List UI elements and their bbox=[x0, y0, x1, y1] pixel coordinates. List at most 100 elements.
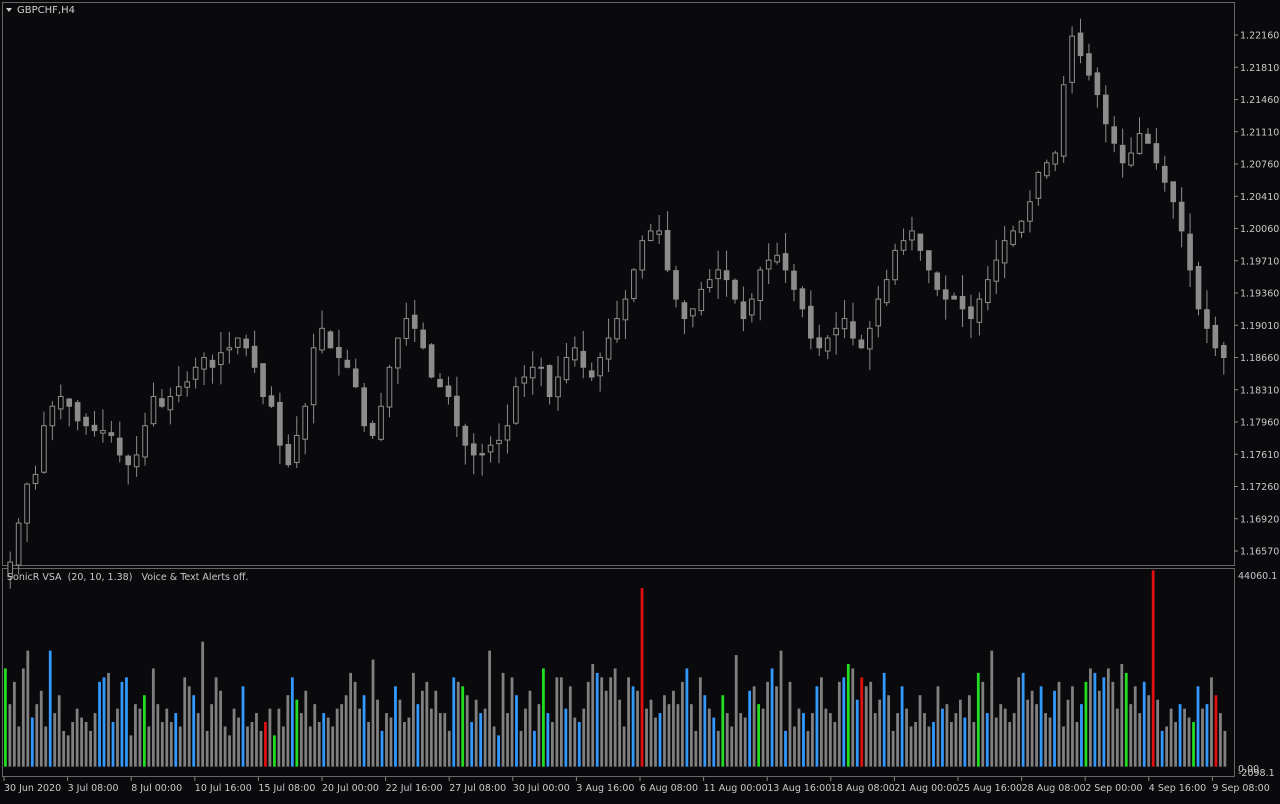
vsa-bar bbox=[156, 704, 160, 767]
price-tick-label: 1.21810 bbox=[1240, 63, 1279, 74]
candle bbox=[867, 320, 873, 370]
vsa-bar bbox=[600, 677, 604, 767]
candle bbox=[875, 285, 882, 338]
vsa-bar bbox=[1214, 695, 1218, 767]
vsa-bar bbox=[914, 722, 917, 767]
candle bbox=[808, 290, 814, 350]
vsa-bar bbox=[775, 686, 778, 767]
vsa-bar bbox=[618, 699, 622, 767]
candle bbox=[420, 322, 426, 350]
candle-body bbox=[513, 386, 519, 424]
candle bbox=[83, 413, 89, 435]
candle-body bbox=[765, 259, 772, 270]
candle bbox=[192, 357, 199, 389]
candle bbox=[622, 290, 629, 339]
vsa-bar bbox=[66, 735, 70, 767]
candle-body bbox=[529, 366, 536, 379]
vsa-bar bbox=[900, 686, 904, 767]
vsa-bar bbox=[828, 713, 832, 767]
candle-body bbox=[749, 298, 755, 316]
candle-body bbox=[1128, 152, 1134, 166]
vsa-bar bbox=[721, 695, 725, 767]
candle bbox=[647, 223, 654, 242]
candle-body bbox=[66, 398, 73, 407]
candle-body bbox=[984, 279, 991, 304]
candle-body bbox=[142, 425, 148, 458]
candle-body bbox=[319, 327, 325, 351]
price-candles bbox=[7, 18, 1227, 589]
vsa-bar bbox=[627, 677, 630, 767]
vsa-bar bbox=[891, 730, 895, 767]
candle-body bbox=[386, 366, 393, 408]
candle bbox=[268, 386, 275, 409]
candle bbox=[167, 387, 174, 425]
candle bbox=[496, 423, 502, 464]
vsa-bar bbox=[443, 713, 447, 767]
vsa-bar bbox=[111, 722, 115, 767]
vsa-bar bbox=[734, 655, 738, 767]
indicator-panel-frame bbox=[2, 568, 1235, 777]
candle-body bbox=[917, 233, 924, 251]
candle-body bbox=[159, 398, 165, 407]
candle-body bbox=[1212, 324, 1219, 349]
vsa-bar bbox=[434, 690, 438, 767]
vsa-bar bbox=[698, 677, 702, 767]
candle bbox=[66, 397, 73, 427]
candle bbox=[49, 401, 56, 441]
candle-body bbox=[791, 270, 797, 290]
candle bbox=[723, 250, 730, 297]
symbol-label: GBPCHF,H4 bbox=[17, 5, 75, 16]
time-tick-label: 30 Jun 2020 bbox=[4, 783, 61, 794]
vsa-bar bbox=[802, 713, 805, 767]
vsa-bar bbox=[976, 672, 980, 767]
vsa-bar bbox=[93, 713, 97, 767]
vsa-bar bbox=[788, 681, 792, 767]
vsa-bar bbox=[586, 681, 590, 767]
candle bbox=[614, 300, 620, 343]
candle-body bbox=[934, 272, 941, 290]
candle-body bbox=[799, 288, 806, 310]
vsa-bar bbox=[223, 726, 227, 767]
vsa-bar bbox=[290, 677, 294, 767]
price-tick-label: 1.19010 bbox=[1240, 321, 1279, 332]
vsa-bar bbox=[492, 726, 496, 767]
candle bbox=[378, 392, 384, 442]
candle bbox=[1102, 85, 1109, 143]
candle bbox=[1111, 116, 1118, 153]
vsa-bar bbox=[1201, 708, 1204, 767]
price-tick-label: 1.20410 bbox=[1240, 192, 1279, 203]
candle-body bbox=[184, 381, 191, 388]
candle bbox=[513, 377, 519, 425]
candle bbox=[1128, 137, 1134, 168]
candle bbox=[993, 239, 1000, 294]
vsa-bar bbox=[855, 699, 859, 767]
vsa-bar bbox=[833, 722, 837, 767]
vsa-bar bbox=[1205, 704, 1209, 767]
symbol-selector[interactable]: GBPCHF,H4 bbox=[6, 5, 75, 16]
candle-body bbox=[150, 395, 157, 425]
vsa-bar bbox=[237, 717, 240, 767]
candle-body bbox=[1052, 152, 1059, 165]
candle bbox=[479, 443, 485, 476]
time-tick-label: 3 Aug 16:00 bbox=[576, 783, 634, 794]
vsa-bar bbox=[811, 713, 814, 767]
chevron-down-icon[interactable] bbox=[6, 8, 12, 12]
vsa-bar bbox=[255, 713, 258, 767]
candle bbox=[277, 392, 283, 464]
candle-body bbox=[816, 337, 823, 349]
vsa-bar bbox=[246, 726, 249, 767]
vsa-bar bbox=[295, 699, 299, 767]
candle bbox=[251, 330, 258, 373]
time-tick-label: 21 Aug 00:00 bbox=[894, 783, 958, 794]
vsa-bar bbox=[591, 663, 595, 767]
vsa-bar bbox=[102, 677, 106, 767]
vsa-bar bbox=[685, 668, 689, 767]
vsa-bar bbox=[1187, 717, 1191, 767]
candle-body bbox=[108, 432, 115, 436]
candle-body bbox=[732, 279, 738, 300]
candle-body bbox=[462, 425, 469, 446]
candle-body bbox=[1161, 165, 1168, 183]
candle-body bbox=[1136, 133, 1143, 154]
time-axis: 30 Jun 2020 3 Jul 08:00 8 Jul 00:00 10 Jul … bbox=[3, 777, 1270, 794]
vsa-bar bbox=[376, 699, 379, 767]
